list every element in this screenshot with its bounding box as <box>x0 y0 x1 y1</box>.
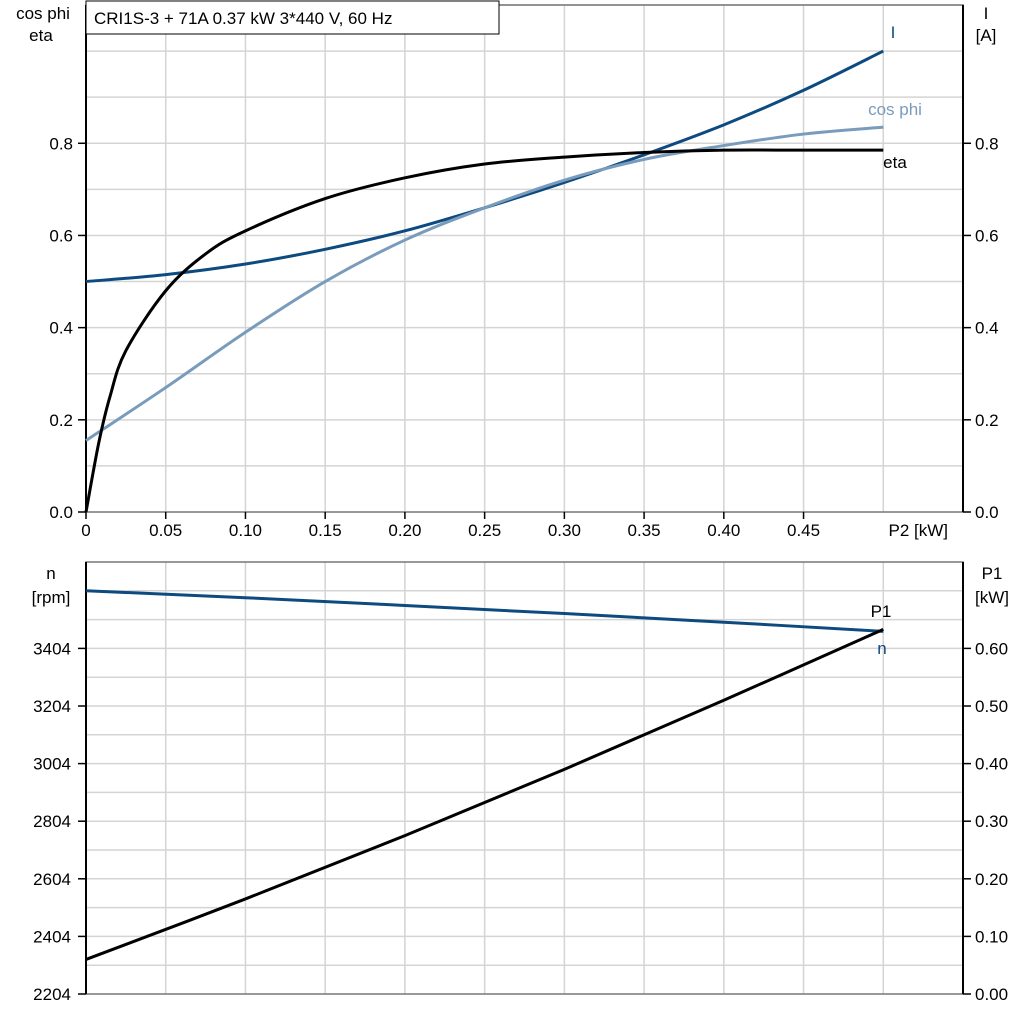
y-axis-label-right: [A] <box>976 26 997 45</box>
y-tick-label: 3004 <box>33 755 71 774</box>
plot-frame <box>85 4 964 513</box>
series-line-cos-phi <box>85 125 884 442</box>
y-tick-label-right: 0.6 <box>975 226 999 245</box>
x-tick-label: 0.15 <box>309 521 342 540</box>
y-tick-label: 0.8 <box>49 134 73 153</box>
y-axis-label-left: n <box>46 564 55 583</box>
y-tick-label: 3204 <box>33 697 71 716</box>
x-tick-label: 0.45 <box>787 521 820 540</box>
y-tick-label: 2204 <box>33 985 71 1004</box>
series-label-eta: eta <box>883 153 907 172</box>
series-line-n <box>85 589 884 633</box>
y-tick-label: 0.4 <box>49 319 73 338</box>
y-tick-label-right: 0.10 <box>975 927 1008 946</box>
x-tick-label: 0.25 <box>468 521 501 540</box>
y-tick-label-right: 0.00 <box>975 985 1008 1004</box>
y-axis-label-left: cos phi <box>16 4 70 23</box>
series-label-cos-phi: cos phi <box>868 100 922 119</box>
y-tick-label-right: 0.4 <box>975 319 999 338</box>
plot-frame <box>85 561 964 995</box>
series-label-I: I <box>891 23 896 42</box>
title-box <box>85 0 500 35</box>
x-tick-label: 0.20 <box>388 521 421 540</box>
x-tick-label: 0.30 <box>548 521 581 540</box>
y-tick-label: 0.2 <box>49 411 73 430</box>
y-tick-label-right: 0.60 <box>975 639 1008 658</box>
y-axis-label-right: [kW] <box>975 588 1009 607</box>
x-tick-label: 0 <box>81 521 90 540</box>
y-tick-label-right: 0.8 <box>975 134 999 153</box>
series-label-P1: P1 <box>871 602 892 621</box>
series-label-n: n <box>877 639 886 658</box>
y-tick-label-right: 0.2 <box>975 411 999 430</box>
x-axis-label: P2 [kW] <box>889 521 949 540</box>
y-tick-label-right: 0.30 <box>975 812 1008 831</box>
y-tick-label-right: 0.20 <box>975 870 1008 889</box>
y-tick-label-right: 0.0 <box>975 503 999 522</box>
chart-title: CRI1S-3 + 71A 0.37 kW 3*440 V, 60 Hz <box>94 9 392 28</box>
y-axis-label-left: eta <box>29 26 53 45</box>
series-line-P1 <box>85 628 884 961</box>
y-tick-label: 2604 <box>33 870 71 889</box>
series-line-eta <box>84 148 884 513</box>
y-tick-label: 2804 <box>33 812 71 831</box>
y-tick-label: 0.6 <box>49 226 73 245</box>
y-tick-label-right: 0.40 <box>975 755 1008 774</box>
x-tick-label: 0.40 <box>707 521 740 540</box>
y-axis-label-left: [rpm] <box>32 588 71 607</box>
x-tick-label: 0.05 <box>149 521 182 540</box>
y-tick-label: 2404 <box>33 927 71 946</box>
y-axis-label-right: I <box>984 4 989 23</box>
x-tick-label: 0.10 <box>229 521 262 540</box>
y-tick-label: 3404 <box>33 639 71 658</box>
y-tick-label-right: 0.50 <box>975 697 1008 716</box>
x-tick-label: 0.35 <box>628 521 661 540</box>
y-axis-label-right: P1 <box>982 564 1003 583</box>
y-tick-label: 0.0 <box>49 503 73 522</box>
